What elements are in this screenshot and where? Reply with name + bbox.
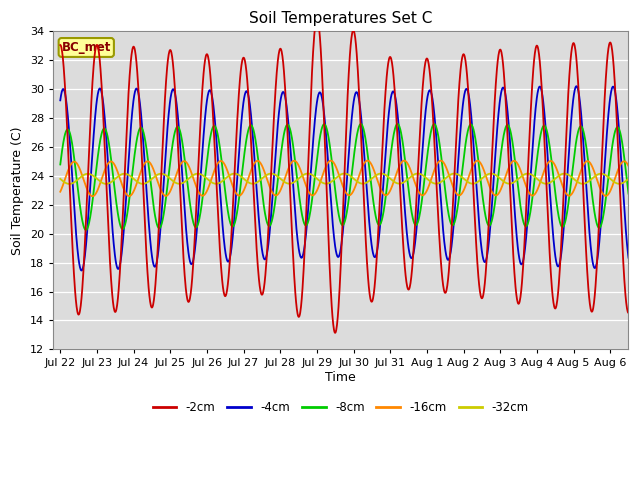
- Legend: -2cm, -4cm, -8cm, -16cm, -32cm: -2cm, -4cm, -8cm, -16cm, -32cm: [148, 396, 534, 419]
- Title: Soil Temperatures Set C: Soil Temperatures Set C: [249, 11, 433, 26]
- X-axis label: Time: Time: [325, 371, 356, 384]
- Y-axis label: Soil Temperature (C): Soil Temperature (C): [11, 126, 24, 254]
- Text: BC_met: BC_met: [61, 41, 111, 54]
